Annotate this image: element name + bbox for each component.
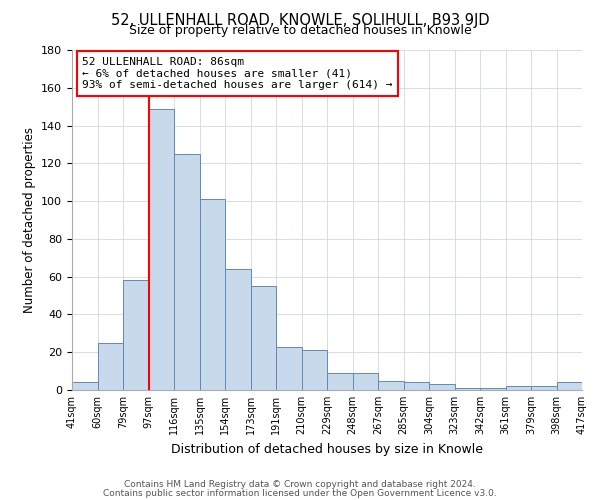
Bar [404, 382, 429, 390]
Bar [225, 269, 251, 390]
Bar [557, 382, 582, 390]
Text: 52 ULLENHALL ROAD: 86sqm
← 6% of detached houses are smaller (41)
93% of semi-de: 52 ULLENHALL ROAD: 86sqm ← 6% of detache… [82, 57, 392, 90]
Bar [276, 346, 302, 390]
Bar [123, 280, 149, 390]
Text: Size of property relative to detached houses in Knowle: Size of property relative to detached ho… [128, 24, 472, 37]
X-axis label: Distribution of detached houses by size in Knowle: Distribution of detached houses by size … [171, 442, 483, 456]
Bar [455, 388, 480, 390]
Bar [97, 343, 123, 390]
Text: 52, ULLENHALL ROAD, KNOWLE, SOLIHULL, B93 9JD: 52, ULLENHALL ROAD, KNOWLE, SOLIHULL, B9… [110, 12, 490, 28]
Bar [251, 286, 276, 390]
Text: Contains HM Land Registry data © Crown copyright and database right 2024.: Contains HM Land Registry data © Crown c… [124, 480, 476, 489]
Bar [505, 386, 531, 390]
Text: Contains public sector information licensed under the Open Government Licence v3: Contains public sector information licen… [103, 488, 497, 498]
Bar [149, 108, 174, 390]
Bar [531, 386, 557, 390]
Bar [327, 373, 353, 390]
Bar [429, 384, 455, 390]
Bar [199, 199, 225, 390]
Bar [480, 388, 505, 390]
Y-axis label: Number of detached properties: Number of detached properties [23, 127, 35, 313]
Bar [353, 373, 378, 390]
Bar [302, 350, 327, 390]
Bar [174, 154, 199, 390]
Bar [378, 380, 404, 390]
Bar [72, 382, 97, 390]
